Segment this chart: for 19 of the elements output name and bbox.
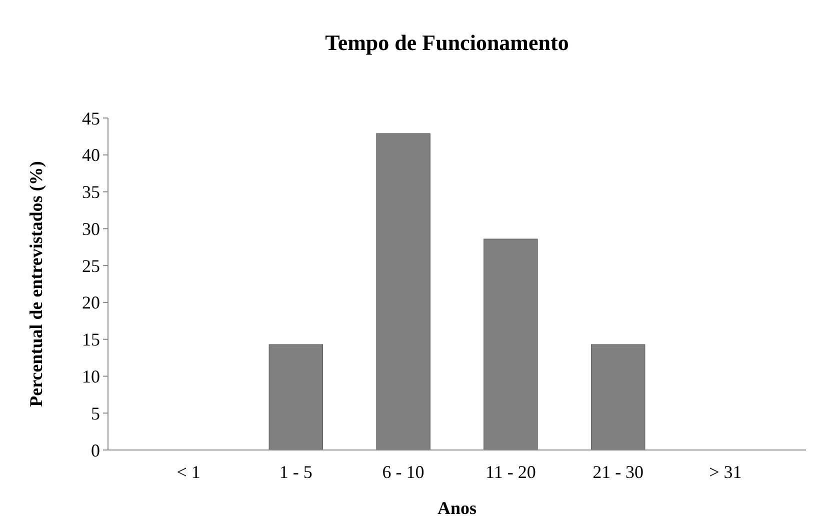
y-tick-label: 15 bbox=[82, 330, 100, 350]
chart-title: Tempo de Funcionamento bbox=[325, 30, 569, 55]
x-tick-label: < 1 bbox=[176, 462, 200, 482]
x-tick-label: 11 - 20 bbox=[486, 462, 536, 482]
y-tick-label: 10 bbox=[82, 366, 100, 387]
x-axis-title: Anos bbox=[437, 498, 477, 518]
x-tick-label: 21 - 30 bbox=[592, 462, 644, 482]
y-tick-label: 35 bbox=[82, 182, 100, 202]
y-tick-label: 25 bbox=[82, 256, 100, 276]
y-tick-label: 30 bbox=[82, 218, 100, 239]
y-tick-label: 45 bbox=[82, 108, 100, 128]
y-axis-title: Percentual de entrevistados (%) bbox=[26, 161, 46, 407]
x-tick-label: 6 - 10 bbox=[382, 462, 424, 482]
y-tick-label: 0 bbox=[91, 440, 100, 460]
x-tick-label: > 31 bbox=[709, 462, 742, 482]
y-tick-label: 40 bbox=[82, 145, 100, 166]
y-tick-label: 5 bbox=[91, 403, 100, 424]
y-tick-label: 20 bbox=[82, 292, 100, 313]
x-tick-label: 1 - 5 bbox=[279, 462, 312, 482]
